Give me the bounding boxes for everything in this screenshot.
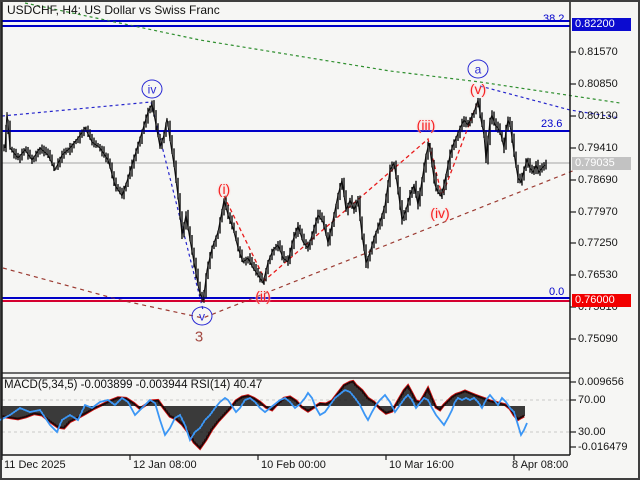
- time-axis-label[interactable]: 8 Apr 08:00: [512, 459, 569, 471]
- elliott-wave-circled-label: iv: [141, 79, 163, 99]
- price-axis-highlight-box: 0.79035: [572, 156, 631, 170]
- elliott-wave-degree-label: 3: [194, 328, 204, 346]
- price-axis-label[interactable]: 0.77970: [578, 206, 618, 218]
- price-axis-label[interactable]: 0.76530: [578, 269, 618, 281]
- fibonacci-level-label: 0.0: [549, 286, 565, 298]
- elliott-wave-label: (iv): [430, 205, 450, 221]
- price-axis-highlight-box: 0.82200: [572, 17, 631, 31]
- indicator-axis-label[interactable]: 30.00: [578, 426, 606, 438]
- indicator-axis-label[interactable]: 70.00: [578, 394, 606, 406]
- price-axis-highlight-box: 0.76000: [572, 293, 631, 307]
- elliott-wave-label: (iii): [416, 117, 436, 133]
- elliott-wave-circled-label: a: [467, 59, 489, 79]
- price-axis-label[interactable]: 0.79410: [578, 142, 618, 154]
- price-axis-label[interactable]: 0.77250: [578, 237, 618, 249]
- elliott-wave-label: (v): [469, 81, 487, 97]
- fibonacci-level-label: 38.2: [543, 13, 565, 25]
- time-axis-label[interactable]: 12 Jan 08:00: [133, 459, 197, 471]
- price-axis-label[interactable]: 0.80850: [578, 78, 618, 90]
- time-axis-label[interactable]: 11 Dec 2025: [4, 459, 66, 471]
- fibonacci-level-label: 23.6: [541, 118, 563, 130]
- time-axis-label[interactable]: 10 Mar 16:00: [389, 459, 454, 471]
- price-axis-label[interactable]: 0.78690: [578, 174, 618, 186]
- price-axis-label[interactable]: 0.80130: [578, 110, 618, 122]
- elliott-wave-circled-label: v: [191, 306, 213, 326]
- elliott-wave-label: (ii): [255, 288, 271, 304]
- price-axis-label[interactable]: 0.81570: [578, 46, 618, 58]
- indicator-axis-label[interactable]: -0.016479: [578, 441, 628, 453]
- indicator-axis-label[interactable]: 0.009656: [578, 376, 624, 388]
- indicator-header: MACD(5,34,5) -0.003899 -0.003944 RSI(14)…: [4, 379, 263, 391]
- chart-title: USDCHF, H4: US Dollar vs Swiss Franc: [7, 3, 220, 17]
- price-axis-label[interactable]: 0.75090: [578, 333, 618, 345]
- time-axis-label[interactable]: 10 Feb 00:00: [261, 459, 326, 471]
- elliott-wave-label: (i): [217, 181, 231, 197]
